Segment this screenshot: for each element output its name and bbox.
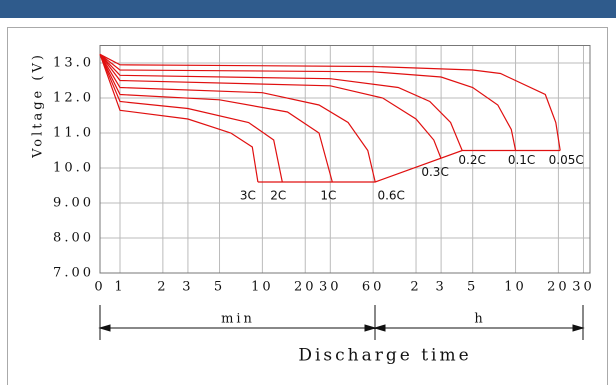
series-label: 0.1C	[508, 153, 535, 167]
x-tick-label: 1	[114, 280, 125, 295]
unit-label: min	[221, 312, 255, 327]
x-tick-label: 30	[319, 280, 342, 295]
x-tick-label: 2	[157, 280, 168, 295]
discharge-curve	[99, 53, 442, 159]
y-tick-label: 8.00	[53, 231, 94, 246]
frame	[7, 27, 608, 385]
discharge-curve	[99, 53, 376, 183]
y-tick-label: 12.0	[53, 91, 94, 106]
title-bar	[0, 0, 616, 18]
series-label: 2C	[270, 189, 286, 203]
x-axis-title: Discharge time	[298, 346, 471, 366]
discharge-curve	[99, 54, 283, 183]
time-brackets	[98, 305, 585, 340]
plot-border	[99, 45, 591, 274]
x-tick-label: 5	[467, 280, 478, 295]
x-tick-label: 5	[214, 280, 225, 295]
cutoff-line	[257, 149, 561, 183]
y-tick-label: 9.00	[53, 196, 94, 211]
discharge-curve	[99, 53, 561, 151]
y-tick-label: 7.00	[53, 266, 94, 281]
y-tick-label: 13.0	[53, 56, 94, 71]
x-tick-label: 2	[410, 280, 421, 295]
discharge-curve	[99, 53, 517, 151]
unit-label: h	[474, 312, 485, 327]
x-tick-label: 20	[547, 280, 570, 295]
x-tick-label: 3	[435, 280, 446, 295]
discharge-curve	[99, 54, 333, 183]
x-tick-label: 10	[251, 280, 274, 295]
series-label: 1C	[320, 189, 336, 203]
x-tick-label: 20	[294, 280, 317, 295]
x-tick-label: 0	[94, 280, 105, 295]
y-axis-title: Voltage (V)	[31, 52, 46, 159]
y-tick-label: 11.0	[53, 126, 94, 141]
discharge-curve	[99, 53, 463, 151]
x-tick-label: 3	[182, 280, 193, 295]
x-tick-label: 30	[572, 280, 595, 295]
series-label: 0.3C	[421, 165, 448, 179]
series-label: 3C	[240, 189, 256, 203]
y-tick-label: 10.0	[53, 161, 94, 176]
series-label: 0.2C	[458, 153, 485, 167]
x-tick-label: 10	[504, 280, 527, 295]
series-label: 0.05C	[549, 153, 584, 167]
series-label: 0.6C	[377, 189, 404, 203]
x-tick-label: 60	[362, 280, 385, 295]
discharge-curve	[99, 54, 259, 183]
